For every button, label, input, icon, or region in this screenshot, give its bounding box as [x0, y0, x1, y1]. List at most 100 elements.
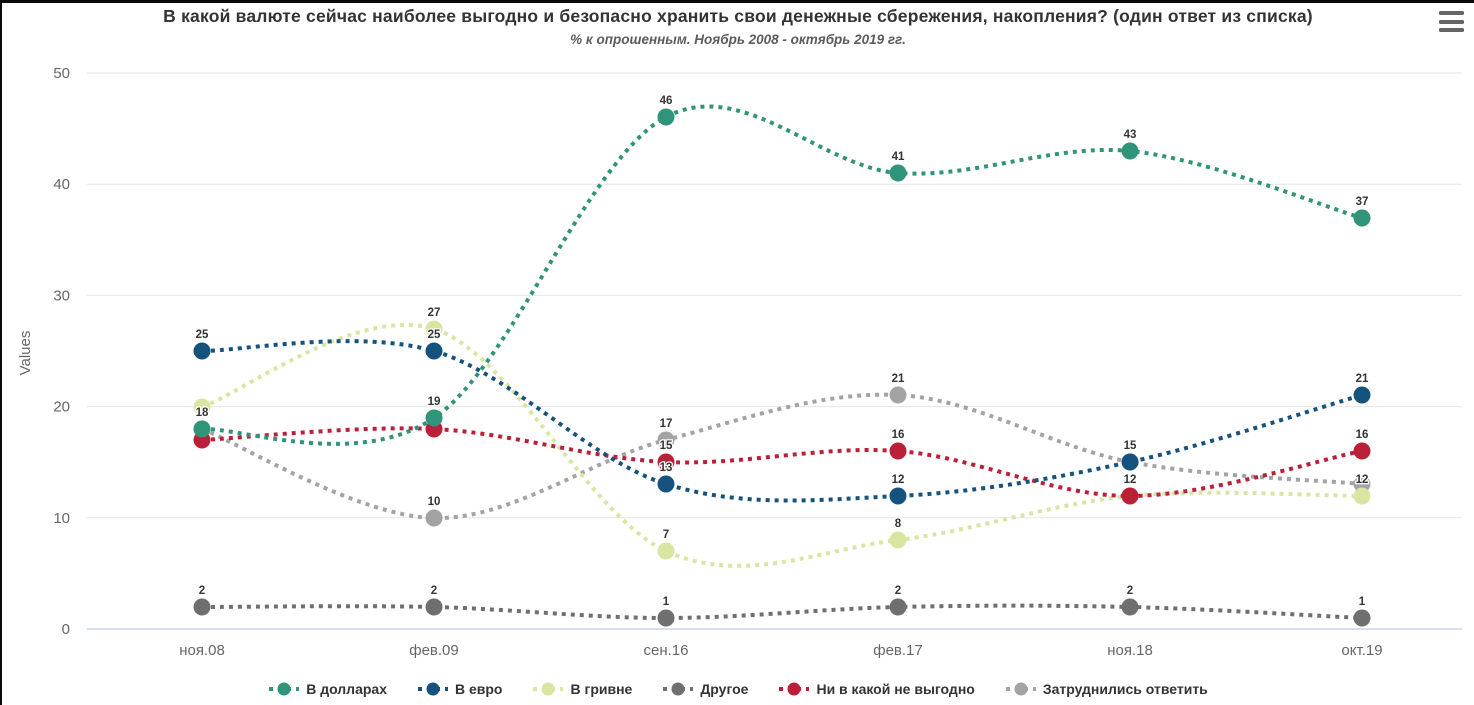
data-point-label: 18 [196, 407, 209, 419]
series-line [201, 426, 1363, 498]
legend-item-5[interactable]: Затруднились ответить [1005, 681, 1208, 697]
y-axis-tick-label: 30 [53, 287, 70, 304]
series-1 [193, 339, 1371, 505]
x-axis-tick-label: фев.17 [873, 642, 923, 659]
y-axis-tick-label: 20 [53, 399, 70, 416]
data-point-label: 15 [660, 440, 673, 452]
legend-item-0[interactable]: В долларах [268, 681, 387, 697]
data-point[interactable] [657, 542, 675, 560]
legend-marker-icon [269, 682, 300, 696]
data-point-label: 25 [428, 329, 441, 341]
data-point[interactable] [193, 342, 211, 360]
series-line [201, 603, 1363, 620]
data-point-label: 37 [1356, 196, 1369, 208]
hamburger-icon[interactable] [1439, 11, 1464, 32]
data-point[interactable] [425, 409, 443, 427]
x-axis-tick-label: ноя.08 [179, 642, 225, 659]
x-axis-tick-label: фев.09 [409, 642, 459, 659]
data-point[interactable] [425, 598, 443, 616]
data-point[interactable] [1121, 142, 1139, 160]
legend-item-3[interactable]: Другое [662, 681, 748, 697]
data-point[interactable] [1353, 209, 1371, 227]
y-axis-title: Values [17, 331, 34, 376]
y-axis-tick-label: 40 [53, 176, 70, 193]
data-point[interactable] [1353, 487, 1371, 505]
legend-marker-icon [533, 682, 564, 696]
series-line [201, 104, 1363, 446]
series-3 [193, 598, 1371, 627]
legend-label: В гривне [570, 681, 633, 697]
data-point-label: 16 [892, 429, 905, 441]
x-axis-tick-label: сен.16 [644, 642, 689, 659]
series-0 [193, 104, 1371, 446]
y-axis-tick-label: 0 [62, 621, 70, 638]
data-point[interactable] [889, 598, 907, 616]
data-point-label: 17 [660, 418, 673, 430]
data-point-label: 12 [1356, 474, 1369, 486]
legend-label: Ни в какой не выгодно [816, 681, 975, 697]
data-point-label: 15 [1124, 440, 1137, 452]
y-axis-tick-label: 50 [53, 65, 70, 82]
series-line [201, 322, 1363, 568]
data-point[interactable] [1353, 386, 1371, 404]
hamburger-bar [1439, 28, 1464, 32]
data-point-label: 1 [663, 596, 670, 608]
data-point[interactable] [657, 431, 675, 449]
legend-item-1[interactable]: В евро [417, 681, 503, 697]
data-point[interactable] [425, 320, 443, 338]
data-point[interactable] [657, 475, 675, 493]
data-point[interactable] [889, 164, 907, 182]
y-axis-tick-label: 10 [53, 510, 70, 527]
data-point[interactable] [193, 598, 211, 616]
data-point-label: 12 [892, 474, 905, 486]
plot-area: 0 10 20 30 40 50 Values ноя.08 фев.09 сен.16 фев.1… [17, 65, 1462, 659]
data-point-label: 46 [660, 95, 673, 107]
data-point-label: 16 [1356, 429, 1369, 441]
data-point[interactable] [1121, 487, 1139, 505]
legend-item-2[interactable]: В гривне [532, 681, 632, 697]
data-point-label: 15 [1124, 440, 1137, 452]
legend-marker-icon [1005, 682, 1036, 696]
data-point-label: 12 [1124, 474, 1137, 486]
data-point[interactable] [657, 609, 675, 627]
data-point-label: 13 [660, 462, 673, 474]
data-point[interactable] [1121, 453, 1139, 471]
legend-marker-icon [779, 682, 810, 696]
x-axis-tick-label: ноя.18 [1107, 642, 1153, 659]
data-point[interactable] [1353, 475, 1371, 493]
data-point[interactable] [1353, 609, 1371, 627]
series-line [201, 339, 1363, 503]
legend-marker-icon [417, 682, 448, 696]
data-point[interactable] [889, 442, 907, 460]
data-point-label: 21 [892, 373, 905, 385]
data-point[interactable] [1121, 598, 1139, 616]
data-point[interactable] [425, 509, 443, 527]
legend-label: В евро [454, 681, 503, 697]
data-point-label: 2 [431, 585, 437, 597]
data-point-label: 27 [428, 307, 441, 319]
data-point-label: 8 [895, 518, 902, 530]
legend: В долларах В евро В гривне Другое Ни в какой… [2, 681, 1474, 697]
data-point-label: 21 [1356, 373, 1369, 385]
data-point[interactable] [889, 386, 907, 404]
hamburger-bar [1439, 19, 1464, 24]
data-point-label: 7 [663, 529, 669, 541]
data-point[interactable] [889, 487, 907, 505]
data-point-label: 43 [1124, 129, 1137, 141]
data-point[interactable] [1353, 442, 1371, 460]
data-point-label: 18 [196, 407, 209, 419]
legend-label: Другое [700, 681, 749, 697]
series-4 [193, 420, 1371, 505]
data-point[interactable] [657, 108, 675, 126]
data-point[interactable] [193, 420, 211, 438]
legend-item-4[interactable]: Ни в какой не выгодно [778, 681, 975, 697]
data-point[interactable] [193, 398, 211, 416]
series-2 [193, 320, 1371, 568]
data-point[interactable] [889, 531, 907, 549]
data-point[interactable] [657, 453, 675, 471]
data-point-label: 12 [1124, 474, 1137, 486]
data-point[interactable] [425, 342, 443, 360]
data-point-label: 1 [1359, 596, 1366, 608]
series-5 [193, 386, 1371, 527]
